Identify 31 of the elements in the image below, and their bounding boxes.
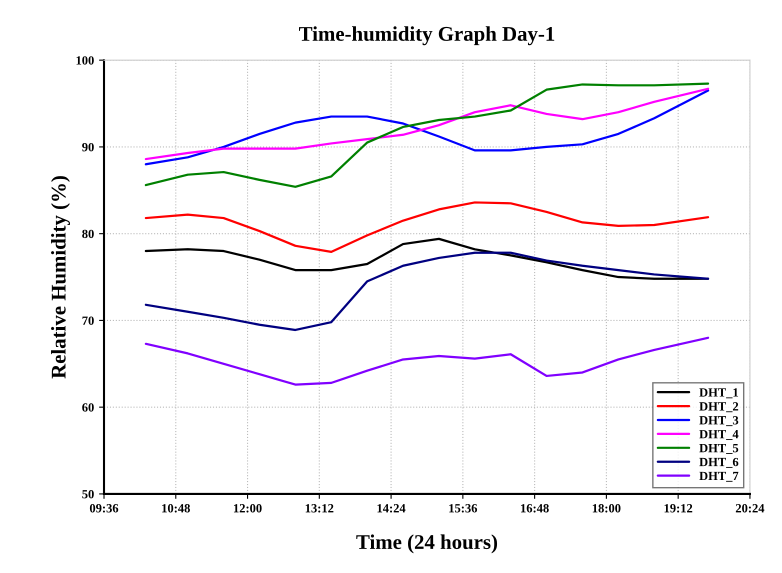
line-series (144, 201, 710, 253)
x-tick-label: 13:12 (306, 504, 334, 512)
x-tick-label: 12:00 (234, 504, 262, 512)
chart-title: Time-humidity Graph Day-1 (299, 26, 554, 46)
y-tick-label: 80 (82, 230, 94, 238)
line-series (144, 252, 710, 332)
legend-label: DHT_5 (699, 444, 738, 454)
line-series (144, 82, 710, 188)
x-tick-label: 20:24 (736, 504, 764, 512)
y-axis-title: Relative Humidity (%) (51, 176, 70, 379)
x-tick-label: 19:12 (664, 504, 692, 512)
legend-label: DHT_6 (699, 458, 738, 468)
x-tick-label: 14:24 (378, 504, 406, 512)
line-series (144, 238, 710, 280)
y-tick-label: 60 (82, 403, 94, 412)
x-tick-label: 10:48 (162, 504, 190, 512)
x-tick-label: 09:36 (90, 504, 118, 512)
legend-label: DHT_4 (699, 430, 738, 440)
legend-label: DHT_3 (699, 416, 738, 426)
x-tick-label: 16:48 (521, 504, 549, 512)
x-tick-label: 15:36 (449, 504, 478, 512)
x-tick-label: 18:00 (592, 504, 621, 512)
y-tick-label: 90 (82, 142, 94, 152)
line-series (144, 336, 710, 386)
legend-label: DHT_7 (699, 472, 738, 482)
x-axis-title: Time (24 hours) (356, 534, 498, 554)
y-tick-label: 70 (82, 316, 94, 325)
y-tick-label: 100 (76, 56, 94, 65)
legend-label: DHT_1 (699, 388, 738, 398)
y-tick-label: 50 (82, 490, 94, 498)
legend-label: DHT_2 (699, 402, 738, 412)
